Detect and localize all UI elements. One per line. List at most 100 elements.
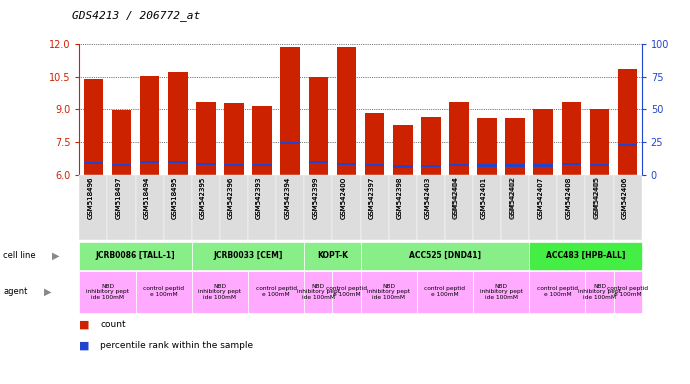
Bar bbox=[533, 109, 553, 175]
Text: JCRB0086 [TALL-1]: JCRB0086 [TALL-1] bbox=[96, 251, 175, 260]
Bar bbox=[224, 103, 244, 175]
Text: GSM518495: GSM518495 bbox=[172, 177, 178, 219]
Bar bbox=[83, 162, 104, 164]
Text: GSM542398: GSM542398 bbox=[397, 176, 403, 218]
Bar bbox=[562, 163, 581, 166]
Text: ACC525 [DND41]: ACC525 [DND41] bbox=[409, 251, 481, 260]
Text: GSM542402: GSM542402 bbox=[509, 176, 515, 218]
Text: NBD
inhibitory pept
ide 100mM: NBD inhibitory pept ide 100mM bbox=[199, 283, 242, 300]
Text: GSM542398: GSM542398 bbox=[397, 177, 403, 219]
Text: GSM542405: GSM542405 bbox=[593, 177, 600, 219]
Text: GSM542397: GSM542397 bbox=[368, 177, 375, 219]
Text: GSM542405: GSM542405 bbox=[593, 176, 600, 218]
Text: GSM542403: GSM542403 bbox=[425, 176, 431, 218]
Text: GSM518497: GSM518497 bbox=[115, 177, 121, 219]
Text: GSM542393: GSM542393 bbox=[256, 176, 262, 218]
Text: NBD
inhibitory pept
ide 100mM: NBD inhibitory pept ide 100mM bbox=[297, 283, 340, 300]
Text: control peptid
e 100mM: control peptid e 100mM bbox=[256, 286, 297, 297]
Bar bbox=[337, 47, 356, 175]
Text: NBD
inhibitory pept
ide 100mM: NBD inhibitory pept ide 100mM bbox=[480, 283, 522, 300]
Bar bbox=[308, 161, 328, 163]
Bar bbox=[112, 110, 131, 175]
Bar bbox=[505, 164, 525, 167]
Text: NBD
inhibitory pept
ide 100mM: NBD inhibitory pept ide 100mM bbox=[578, 283, 621, 300]
Text: GSM542408: GSM542408 bbox=[565, 177, 571, 219]
Text: control peptid
e 100mM: control peptid e 100mM bbox=[144, 286, 184, 297]
Bar bbox=[421, 165, 441, 167]
Text: ▶: ▶ bbox=[52, 251, 59, 261]
Text: GSM542407: GSM542407 bbox=[538, 177, 543, 219]
Text: NBD
inhibitory pept
ide 100mM: NBD inhibitory pept ide 100mM bbox=[367, 283, 410, 300]
Text: KOPT-K: KOPT-K bbox=[317, 251, 348, 260]
Text: GSM542395: GSM542395 bbox=[200, 177, 206, 219]
Bar bbox=[449, 102, 469, 175]
Text: control peptid
e 100mM: control peptid e 100mM bbox=[537, 286, 578, 297]
Bar bbox=[196, 102, 216, 175]
Text: ■: ■ bbox=[79, 319, 90, 329]
Bar bbox=[449, 164, 469, 166]
Text: ▶: ▶ bbox=[43, 287, 51, 297]
Bar bbox=[618, 69, 638, 175]
Bar bbox=[393, 166, 413, 167]
Text: GSM542394: GSM542394 bbox=[284, 176, 290, 218]
Bar bbox=[253, 106, 272, 175]
Text: GSM542397: GSM542397 bbox=[368, 176, 375, 218]
Bar bbox=[112, 164, 131, 166]
Bar bbox=[393, 125, 413, 175]
Bar bbox=[365, 113, 384, 175]
Text: GSM518496: GSM518496 bbox=[88, 176, 93, 219]
Text: GSM542401: GSM542401 bbox=[481, 177, 487, 219]
Text: GSM542403: GSM542403 bbox=[425, 177, 431, 219]
Bar bbox=[224, 164, 244, 166]
Text: GSM542408: GSM542408 bbox=[565, 176, 571, 218]
Text: GSM542399: GSM542399 bbox=[313, 176, 318, 218]
Text: GSM542393: GSM542393 bbox=[256, 177, 262, 219]
Bar bbox=[505, 118, 525, 175]
Text: GSM518496: GSM518496 bbox=[88, 177, 93, 219]
Text: control peptid
e 100mM: control peptid e 100mM bbox=[424, 286, 465, 297]
Bar bbox=[533, 164, 553, 167]
Text: GSM542402: GSM542402 bbox=[509, 177, 515, 219]
Text: GSM518497: GSM518497 bbox=[115, 176, 121, 219]
Text: GSM542394: GSM542394 bbox=[284, 177, 290, 219]
Bar bbox=[421, 117, 441, 175]
Bar bbox=[337, 163, 356, 165]
Text: GSM542399: GSM542399 bbox=[313, 177, 318, 219]
Bar bbox=[308, 78, 328, 175]
Text: GSM542406: GSM542406 bbox=[622, 176, 628, 218]
Text: cell line: cell line bbox=[3, 251, 36, 260]
Bar bbox=[365, 164, 384, 166]
Text: GSM542404: GSM542404 bbox=[453, 176, 459, 218]
Text: GSM542401: GSM542401 bbox=[481, 176, 487, 218]
Bar bbox=[140, 161, 159, 163]
Text: control peptid
e 100mM: control peptid e 100mM bbox=[607, 286, 648, 297]
Text: GSM518494: GSM518494 bbox=[144, 176, 150, 218]
Text: agent: agent bbox=[3, 287, 28, 296]
Bar bbox=[562, 102, 581, 175]
Bar bbox=[590, 164, 609, 166]
Text: GSM518495: GSM518495 bbox=[172, 176, 178, 218]
Bar bbox=[253, 164, 272, 166]
Text: percentile rank within the sample: percentile rank within the sample bbox=[100, 341, 253, 350]
Bar bbox=[83, 79, 104, 175]
Text: JCRB0033 [CEM]: JCRB0033 [CEM] bbox=[213, 251, 283, 260]
Text: GSM542396: GSM542396 bbox=[228, 177, 234, 219]
Bar bbox=[477, 118, 497, 175]
Bar bbox=[168, 161, 188, 163]
Bar bbox=[590, 109, 609, 175]
Bar bbox=[140, 76, 159, 175]
Text: control peptid
e 100mM: control peptid e 100mM bbox=[326, 286, 367, 297]
Bar bbox=[618, 144, 638, 146]
Text: ■: ■ bbox=[79, 341, 90, 351]
Bar bbox=[196, 163, 216, 166]
Bar bbox=[280, 142, 300, 144]
Text: GSM542396: GSM542396 bbox=[228, 176, 234, 218]
Bar bbox=[280, 47, 300, 175]
Text: GSM542404: GSM542404 bbox=[453, 177, 459, 219]
Text: GSM542400: GSM542400 bbox=[340, 176, 346, 218]
Text: GSM518494: GSM518494 bbox=[144, 177, 150, 219]
Text: ACC483 [HPB-ALL]: ACC483 [HPB-ALL] bbox=[546, 251, 625, 260]
Text: GDS4213 / 206772_at: GDS4213 / 206772_at bbox=[72, 10, 201, 21]
Text: GSM542407: GSM542407 bbox=[538, 176, 543, 218]
Text: NBD
inhibitory pept
ide 100mM: NBD inhibitory pept ide 100mM bbox=[86, 283, 129, 300]
